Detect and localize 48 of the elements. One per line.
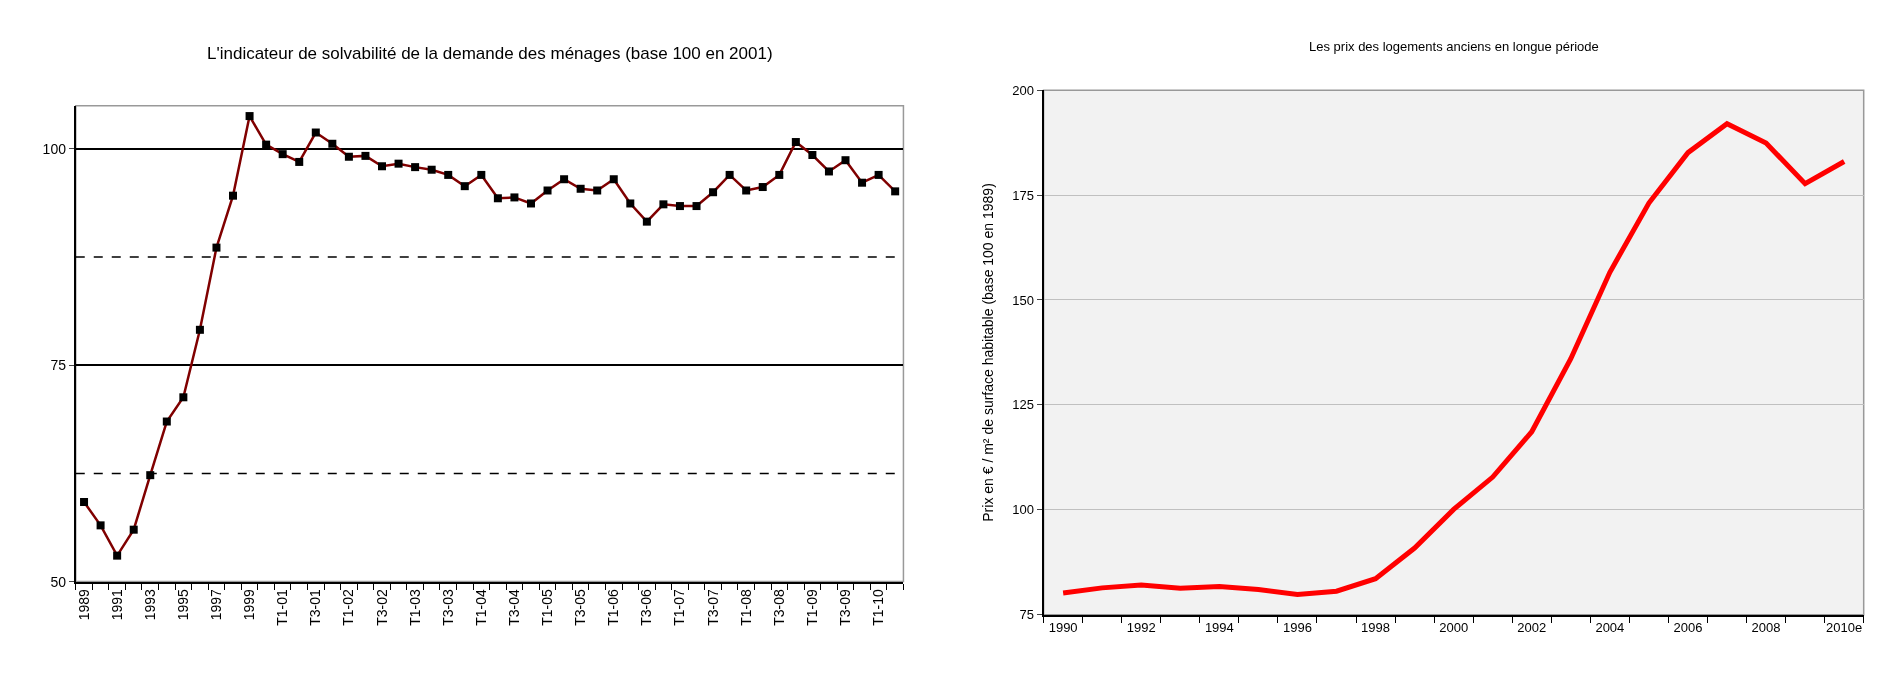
x-tick-label: T3-05: [572, 588, 589, 626]
x-tick-label: T1-01: [274, 588, 291, 626]
x-tick-label: T3-03: [439, 588, 456, 626]
x-tick-label: T1-03: [406, 588, 423, 626]
y-tick-label: 200: [1012, 82, 1034, 98]
x-tick-label: 1996: [1282, 620, 1312, 636]
x-tick-label: T1-08: [737, 588, 754, 626]
y-axis-title: Prix en € / m² de surface habitable (base 100 en 1989): [980, 183, 997, 522]
x-tick-label: 1994: [1204, 620, 1234, 636]
y-tick-label: 150: [1012, 292, 1034, 308]
y-tick-label: 100: [1012, 502, 1034, 518]
y-tick-label: 175: [1012, 187, 1034, 203]
x-tick-label: T1-02: [340, 588, 357, 626]
x-tick-label: 2008: [1751, 620, 1781, 636]
x-tick-label: 2010e: [1826, 620, 1863, 636]
x-tick-label: 2006: [1673, 620, 1703, 636]
x-tick-label: T1-10: [870, 588, 887, 626]
chart-title: Les prix des logements anciens en longue période: [1309, 39, 1599, 54]
y-tick-label: 50: [50, 573, 67, 590]
x-tick-label: T1-09: [803, 588, 820, 626]
x-tick-label: T1-04: [472, 588, 489, 626]
x-tick-label: 1990: [1048, 620, 1078, 636]
x-tick-label: 1992: [1126, 620, 1156, 636]
x-tick-label: 2004: [1595, 620, 1625, 636]
x-tick-label: 1993: [141, 589, 158, 621]
x-tick-label: T3-01: [307, 588, 324, 626]
x-tick-label: 1995: [174, 589, 191, 621]
x-tick-label: 1989: [75, 589, 92, 621]
x-tick-label: T3-07: [704, 588, 721, 626]
y-tick-label: 75: [50, 357, 67, 374]
x-tick-label: 2000: [1439, 620, 1469, 636]
x-tick-label: T1-06: [605, 588, 622, 626]
x-tick-label: T3-02: [373, 588, 390, 626]
x-tick-label: T3-04: [505, 588, 522, 626]
x-tick-label: T3-06: [638, 588, 655, 626]
x-tick-label: 1997: [208, 589, 225, 621]
chart-title: L'indicateur de solvabilité de la demande des ménages (base 100 en 2001): [207, 44, 773, 63]
x-tick-label: 1991: [108, 589, 125, 621]
x-tick-label: 2002: [1517, 620, 1547, 636]
y-tick-label: 75: [1019, 607, 1034, 623]
x-tick-label: T3-09: [837, 588, 854, 626]
y-tick-label: 100: [42, 140, 67, 157]
y-tick-label: 125: [1012, 397, 1034, 413]
x-tick-label: T1-07: [671, 588, 688, 626]
x-tick-label: T1-05: [539, 588, 556, 626]
x-tick-label: T3-08: [770, 588, 787, 626]
x-tick-label: 1999: [241, 589, 258, 621]
x-tick-label: 1998: [1361, 620, 1390, 636]
